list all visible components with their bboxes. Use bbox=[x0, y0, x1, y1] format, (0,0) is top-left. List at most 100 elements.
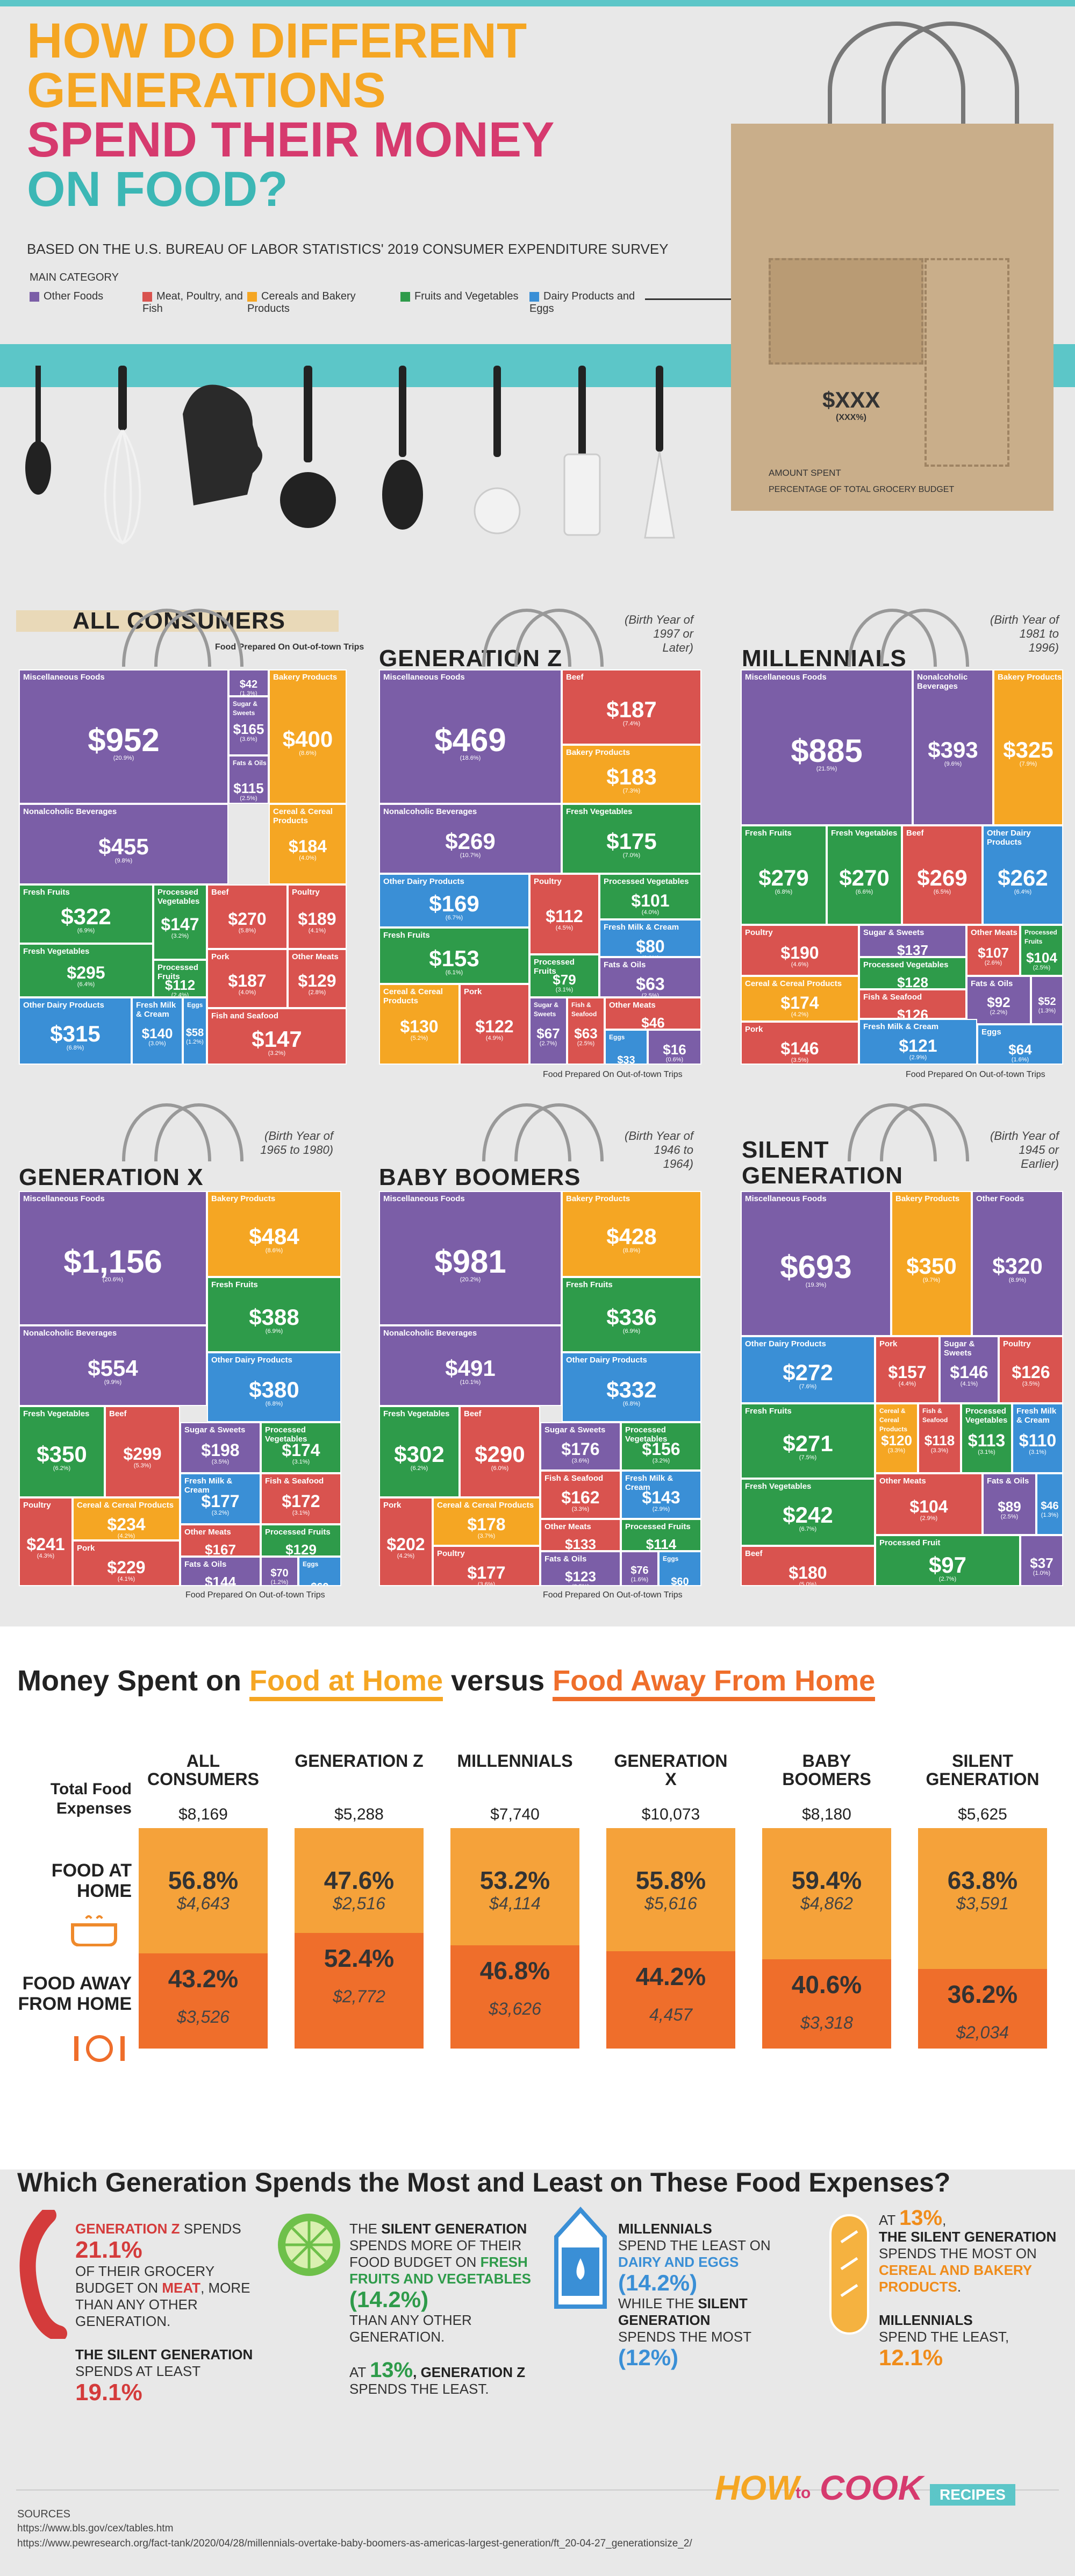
treemap-cell-pct: (3.6%) bbox=[477, 1581, 496, 1586]
legend: Other Foods Meat, Poultry, and Fish Cere… bbox=[30, 290, 664, 328]
home-amount: $5,616 bbox=[644, 1894, 697, 1913]
treemap-cell-value: $400 bbox=[282, 726, 333, 752]
source-link-pew[interactable]: https://www.pewresearch.org/fact-tank/20… bbox=[17, 2538, 692, 2549]
treemap-cell-pct: (3.5%) bbox=[211, 1458, 230, 1465]
source-link-bls[interactable]: https://www.bls.gov/cex/tables.htm bbox=[17, 2523, 174, 2534]
legend-item: Meat, Poultry, and Fish bbox=[142, 290, 250, 315]
treemap-cell: Other Meats$133(2.7%) bbox=[540, 1519, 621, 1551]
treemap-cell-label: Bakery Products bbox=[566, 1194, 630, 1203]
away-amount: $3,626 bbox=[489, 1999, 541, 2018]
treemap-cell-value: $104 bbox=[1026, 950, 1057, 966]
treemap-cell-value: $58 bbox=[185, 1026, 204, 1039]
heading-part: versus bbox=[443, 1665, 553, 1697]
treemap-cell-label: Fats & Oils bbox=[987, 1476, 1029, 1486]
total-expenses-label: Total Food Expenses bbox=[50, 1780, 132, 1817]
treemap-cell-value: $295 bbox=[67, 963, 105, 982]
footnote-generation-x: Food Prepared On Out-of-town Trips bbox=[185, 1590, 325, 1600]
treemap-cell-value: $393 bbox=[928, 737, 978, 762]
treemap-cell-label: Beef bbox=[464, 1409, 482, 1418]
legend-title: MAIN CATEGORY bbox=[30, 272, 119, 283]
top-accent-bar bbox=[0, 0, 1075, 6]
treemap-cell: Fresh Vegetables $270 (6.6%) bbox=[827, 825, 902, 925]
treemap-cell-pct: (7.3%) bbox=[622, 788, 641, 794]
treemap-cell-pct: (19.3%) bbox=[805, 1282, 827, 1288]
treemap-cell-label: Eggs bbox=[663, 1555, 679, 1562]
treemap-cell-pct: (2.8%) bbox=[308, 989, 326, 996]
treemap-cell: Fresh Milk & Cream $143 (2.9%) bbox=[621, 1471, 701, 1519]
treemap-cell-pct: (3.3%) bbox=[571, 1506, 590, 1512]
swatch-cereal bbox=[247, 291, 257, 302]
treemap-cell-value: $46 bbox=[641, 1015, 665, 1030]
treemap-cell-label: Cereal & Cereal Products bbox=[77, 1501, 174, 1510]
treemap-cell: Fats & Oils $63 (2.5%) bbox=[599, 957, 701, 997]
treemap-cell: Fresh Fruits $279 (6.8%) bbox=[741, 825, 827, 925]
treemap-cell-pct: (4.0%) bbox=[238, 989, 256, 996]
treemap-cell-value: $428 bbox=[606, 1224, 657, 1249]
home-amount: $4,114 bbox=[489, 1894, 541, 1913]
treemap-cell-label: Fresh Milk & Cream bbox=[184, 1476, 233, 1495]
treemap-cell: Beef $180 (5.0%) bbox=[741, 1546, 875, 1586]
treemap-cell-label: Pork bbox=[211, 952, 230, 961]
total-food-expense: $5,625 bbox=[958, 1806, 1007, 1823]
treemap-cell-label: Poultry bbox=[23, 1501, 51, 1510]
treemap-cell: Beef $290 (6.0%) bbox=[460, 1406, 540, 1497]
treemap-cell: Fresh Milk & Cream $80(3.2%) bbox=[599, 919, 701, 957]
treemap-millennials: Miscellaneous Foods $885 (21.5%) Nonalcohol… bbox=[741, 669, 1063, 1065]
spatula-icon bbox=[563, 366, 601, 536]
treemap-cell: Fresh Vegetables $175 (7.0%) bbox=[562, 804, 701, 874]
treemap-cell-label: Fresh Fruits bbox=[211, 1280, 258, 1289]
treemap-cell-pct: (9.8%) bbox=[114, 858, 133, 864]
treemap-cell-pct: (20.9%) bbox=[113, 755, 134, 761]
treemap-cell-value: $455 bbox=[98, 834, 149, 859]
treemap-cell-label: Processed Vegetables bbox=[965, 1407, 1008, 1425]
treemap-cell-pct: (4.6%) bbox=[791, 961, 809, 968]
swatch-dairy bbox=[529, 291, 539, 302]
treemap-cell: Cereal & Cereal Products $184 (4.0%) bbox=[269, 804, 347, 884]
treemap-cell-pct: (6.4%) bbox=[1014, 888, 1032, 895]
treemap-cell-pct: (4.3%) bbox=[37, 1552, 55, 1559]
fact-text: AT bbox=[349, 2364, 370, 2380]
treemap-cell-label: Processed Fruits bbox=[625, 1522, 691, 1531]
treemap-cell: Sugar & Sweets $198 (3.5%) bbox=[180, 1422, 261, 1473]
treemap-cell-value: $981 bbox=[434, 1244, 506, 1280]
treemap-cell-pct: (6.0%) bbox=[491, 1465, 509, 1472]
sources-label: SOURCES bbox=[17, 2508, 70, 2520]
treemap-cell-value: $79 bbox=[553, 972, 576, 988]
treemap-cell-pct: (8.8%) bbox=[622, 1247, 641, 1254]
treemap-cell-value: $120 bbox=[881, 1432, 912, 1448]
treemap-cell-pct: (3.5%) bbox=[791, 1057, 809, 1064]
treemap-cell-value: $69 bbox=[299, 1581, 340, 1585]
silent-title-line-1: SILENT bbox=[742, 1137, 829, 1163]
total-food-expense: $8,180 bbox=[802, 1806, 851, 1823]
treemap-cell-value: $156 bbox=[642, 1439, 680, 1459]
treemap-cell-pct: (4.0%) bbox=[641, 909, 660, 916]
treemap-cell: Other Dairy Products $272 (7.6%) bbox=[741, 1336, 875, 1403]
treemap-cell-value: $262 bbox=[998, 865, 1048, 890]
home-amount: $4,862 bbox=[800, 1894, 853, 1913]
treemap-cell: Poultry $177 (3.6%) bbox=[433, 1546, 540, 1586]
treemap-cell-label: Poultry bbox=[1003, 1339, 1031, 1348]
treemap-cell-label: Fresh Vegetables bbox=[745, 1482, 812, 1491]
treemap-cell-label: Fish & Seafood bbox=[922, 1407, 948, 1424]
treemap-cell-pct: (3.2%) bbox=[652, 1458, 670, 1464]
treemap-cell-label: Pork bbox=[77, 1544, 95, 1553]
treemap-cell: Other Dairy Products $380 (6.8%) bbox=[207, 1352, 341, 1422]
treemap-cell-value: $242 bbox=[783, 1502, 833, 1528]
bag-pct: (XXX%) bbox=[836, 413, 866, 422]
birth-range-silent-generation: (Birth Year of 1945 or Earlier) bbox=[990, 1129, 1059, 1171]
fact-cereal-most-pct: 13% bbox=[899, 2206, 943, 2230]
treemap-cell: Beef $270 (5.8%) bbox=[207, 884, 288, 949]
treemap-cell-pct: (3.1%) bbox=[292, 1509, 310, 1516]
treemap-cell-label: Fish & Seafood bbox=[265, 1476, 324, 1486]
treemap-cell-pct: (6.8%) bbox=[775, 888, 793, 895]
treemap-cell-pct: (20.6%) bbox=[102, 1276, 124, 1283]
treemap-cell-pct: (21.5%) bbox=[816, 766, 837, 772]
heading-food-at-home: Food at Home bbox=[249, 1665, 443, 1701]
swatch-meat bbox=[142, 291, 152, 302]
treemap-cell: Processed Vegetables $113 (3.1%) bbox=[961, 1403, 1012, 1473]
treemap-cell: Fresh Vegetables $242 (6.7%) bbox=[741, 1479, 875, 1546]
bag-handle-right bbox=[882, 22, 1019, 133]
treemap-cell: Sugar & Sweets $146 (4.1%) bbox=[940, 1336, 999, 1403]
treemap-cell: Bakery Products $428 (8.8%) bbox=[562, 1191, 701, 1277]
treemap-cell: Poultry $241 (4.3%) bbox=[19, 1497, 73, 1586]
